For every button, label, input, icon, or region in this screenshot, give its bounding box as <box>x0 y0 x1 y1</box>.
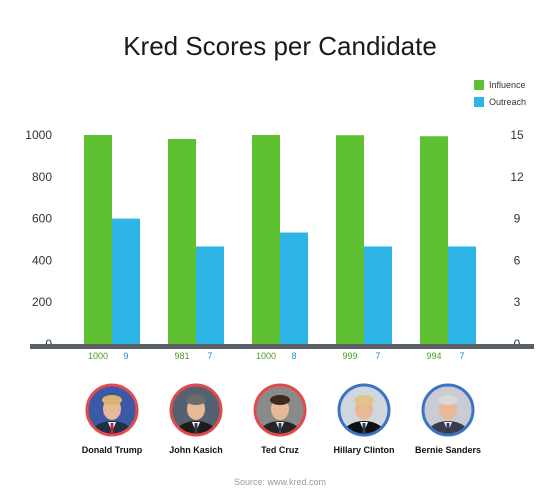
influence-bar <box>336 135 364 344</box>
portrait-ring <box>169 383 223 437</box>
candidate-portrait: Hillary Clinton <box>333 383 395 455</box>
left-tick-label: 400 <box>32 253 52 267</box>
legend-swatch <box>474 80 484 90</box>
candidate-name: Bernie Sanders <box>415 445 481 455</box>
influence-bar <box>84 135 112 344</box>
left-axis: 02004006008001000 <box>25 128 52 351</box>
legend: Influence Outreach <box>474 80 526 107</box>
outreach-value-label: 8 <box>291 351 296 361</box>
outreach-bar <box>196 246 224 344</box>
outreach-bar <box>280 232 308 344</box>
right-tick-label: 6 <box>514 253 521 267</box>
right-tick-label: 9 <box>514 212 521 226</box>
candidate-name: Hillary Clinton <box>333 445 394 455</box>
portrait-ring <box>421 383 475 437</box>
candidate-name: John Kasich <box>169 445 223 455</box>
data-labels: 1000 9 981 7 1000 8 999 7 994 7 <box>88 351 465 361</box>
candidate-portrait: Donald Trump <box>82 383 143 455</box>
left-tick-label: 800 <box>32 170 52 184</box>
left-tick-label: 600 <box>32 212 52 226</box>
left-tick-label: 1000 <box>25 128 52 142</box>
outreach-value-label: 9 <box>123 351 128 361</box>
outreach-bar <box>364 246 392 344</box>
portrait-ring <box>253 383 307 437</box>
candidate-portrait: John Kasich <box>169 383 223 455</box>
candidate-portrait: Bernie Sanders <box>415 383 481 455</box>
right-tick-label: 12 <box>510 170 524 184</box>
legend-label: Influence <box>489 80 526 90</box>
x-axis-baseline <box>30 344 534 349</box>
candidate-portraits: Donald Trump John Kasich Ted Cruz Hillary C… <box>82 383 481 455</box>
right-tick-label: 15 <box>510 128 524 142</box>
portrait-ring <box>85 383 139 437</box>
chart-title: Kred Scores per Candidate <box>123 31 437 61</box>
candidate-portrait: Ted Cruz <box>253 383 307 455</box>
influence-bar <box>252 135 280 344</box>
left-tick-label: 200 <box>32 295 52 309</box>
influence-value-label: 994 <box>426 351 441 361</box>
influence-value-label: 981 <box>174 351 189 361</box>
legend-label: Outreach <box>489 97 526 107</box>
influence-bar <box>420 136 448 344</box>
outreach-value-label: 7 <box>207 351 212 361</box>
influence-value-label: 999 <box>342 351 357 361</box>
right-tick-label: 3 <box>514 295 521 309</box>
bars <box>84 135 476 344</box>
candidate-name: Donald Trump <box>82 445 143 455</box>
outreach-bar <box>448 246 476 344</box>
candidate-name: Ted Cruz <box>261 445 299 455</box>
influence-value-label: 1000 <box>256 351 276 361</box>
legend-swatch <box>474 97 484 107</box>
outreach-value-label: 7 <box>459 351 464 361</box>
influence-bar <box>168 138 196 344</box>
source-note: Source: www.kred.com <box>234 477 326 487</box>
outreach-value-label: 7 <box>375 351 380 361</box>
outreach-bar <box>112 218 140 344</box>
portrait-ring <box>337 383 391 437</box>
influence-value-label: 1000 <box>88 351 108 361</box>
